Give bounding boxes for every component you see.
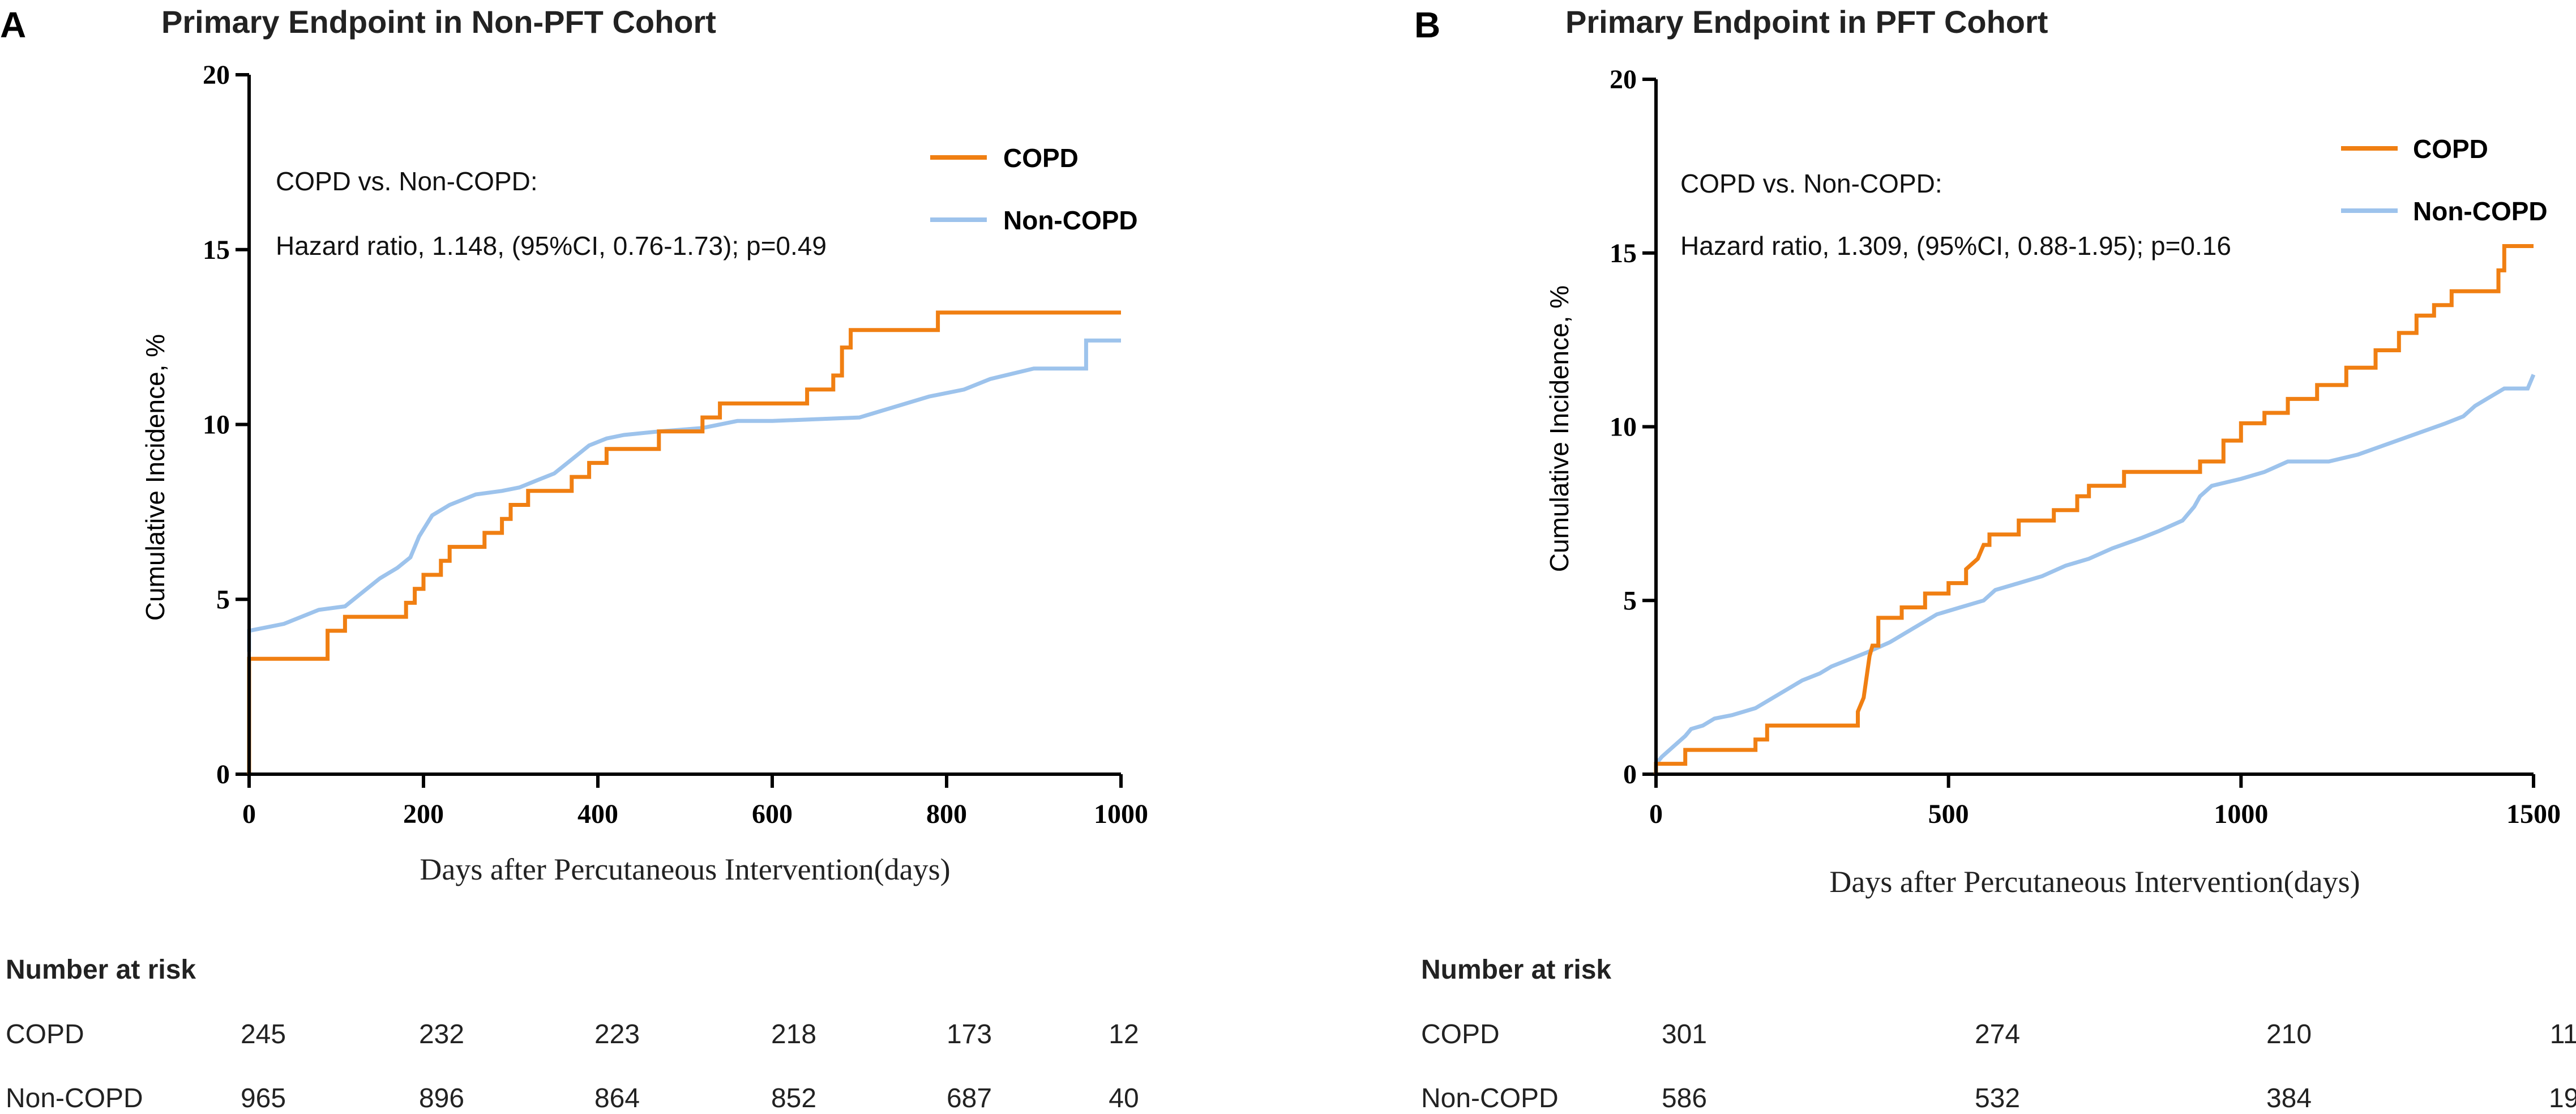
y-tick-label: 0 (216, 759, 230, 789)
panel-b-x-ticks: 0 500 1000 1500 (1649, 774, 2561, 829)
risk-value: 687 (947, 1083, 992, 1113)
risk-value: 586 (1662, 1083, 1707, 1113)
panel-b-risk-values: 301 274 210 118 586 532 384 196 (1662, 1019, 2576, 1113)
risk-value: 864 (594, 1083, 640, 1113)
risk-value: 218 (771, 1019, 816, 1049)
y-tick-label: 5 (216, 584, 230, 614)
y-tick-label: 10 (1610, 412, 1637, 442)
risk-value: 12 (1109, 1019, 1139, 1049)
panel-a-y-axis-label: Cumulative Incidence, % (140, 334, 170, 621)
risk-value: 223 (594, 1019, 640, 1049)
panel-a-x-ticks: 0 200 400 600 800 1000 (242, 774, 1148, 829)
panel-a-risk-table: Number at risk COPD Non-COPD 245 232 223 21… (6, 955, 1139, 1113)
x-tick-label: 200 (403, 799, 444, 829)
risk-value: 274 (1975, 1019, 2020, 1049)
y-tick-label: 15 (1610, 238, 1637, 268)
panel-a-risk-row-label-non-copd: Non-COPD (6, 1083, 143, 1113)
x-tick-label: 0 (1649, 799, 1663, 829)
panel-b-annotation-line1: COPD vs. Non-COPD: (1680, 169, 1942, 198)
panel-a-risk-values: 245 232 223 218 173 12 965 896 864 852 687 40 (241, 1019, 1139, 1113)
panel-b-series (1654, 244, 2536, 774)
panel-a-annotation-line2: Hazard ratio, 1.148, (95%CI, 0.76-1.73);… (276, 231, 827, 261)
panel-b-legend-label-copd: COPD (2413, 134, 2488, 164)
panel-b-title: Primary Endpoint in PFT Cohort (1565, 4, 2048, 40)
risk-value: 301 (1662, 1019, 1707, 1049)
panel-a-legend-label-non-copd: Non-COPD (1003, 206, 1138, 235)
x-tick-label: 1000 (1094, 799, 1148, 829)
panel-a-letter: A (0, 5, 26, 45)
x-tick-label: 800 (926, 799, 967, 829)
risk-value: 196 (2549, 1083, 2576, 1113)
risk-value: 852 (771, 1083, 816, 1113)
series-line-non-copd (1654, 374, 2536, 765)
series-line-copd (1654, 244, 2534, 774)
risk-value: 173 (947, 1019, 992, 1049)
panel-a-annotation-line1: COPD vs. Non-COPD: (276, 167, 538, 196)
panel-a-y-ticks: 0 5 10 15 20 (203, 60, 249, 789)
panel-a-x-axis-label: Days after Percutaneous Intervention(day… (420, 852, 950, 886)
x-tick-label: 1000 (2214, 799, 2268, 829)
risk-value: 210 (2266, 1019, 2312, 1049)
y-tick-label: 5 (1623, 586, 1637, 616)
risk-value: 118 (2550, 1019, 2576, 1049)
panel-b: B Primary Endpoint in PFT Cohort 0 5 10 15 2… (1414, 4, 2576, 1113)
panel-b-letter: B (1414, 5, 1440, 45)
risk-value: 896 (419, 1083, 464, 1113)
panel-b-y-ticks: 0 5 10 15 20 (1610, 65, 1656, 789)
panel-b-risk-row-label-copd: COPD (1421, 1019, 1500, 1049)
panel-b-risk-table: Number at risk COPD Non-COPD 301 274 210 11… (1421, 955, 2576, 1113)
y-tick-label: 20 (203, 60, 230, 90)
panel-b-legend-label-non-copd: Non-COPD (2413, 197, 2548, 226)
panel-a-risk-row-label-copd: COPD (6, 1019, 84, 1049)
panel-a-risk-heading: Number at risk (6, 955, 196, 985)
risk-value: 40 (1109, 1083, 1139, 1113)
x-tick-label: 400 (577, 799, 618, 829)
y-tick-label: 15 (203, 235, 230, 265)
panel-a-series (247, 310, 1121, 774)
series-line-non-copd (247, 338, 1121, 652)
panel-b-x-axis-label: Days after Percutaneous Intervention(day… (1829, 865, 2360, 899)
x-tick-label: 600 (752, 799, 793, 829)
panel-a-title: Primary Endpoint in Non-PFT Cohort (161, 4, 716, 40)
y-tick-label: 10 (203, 410, 230, 440)
y-tick-label: 0 (1623, 759, 1637, 789)
x-tick-label: 1500 (2506, 799, 2561, 829)
panel-b-legend: COPD Non-COPD (2341, 134, 2548, 226)
x-tick-label: 0 (242, 799, 256, 829)
y-tick-label: 20 (1610, 65, 1637, 95)
panel-a: A Primary Endpoint in Non-PFT Cohort 0 5 1… (0, 4, 1148, 1113)
x-tick-label: 500 (1928, 799, 1969, 829)
series-line-copd (247, 310, 1121, 774)
panel-b-annotation-line2: Hazard ratio, 1.309, (95%CI, 0.88-1.95);… (1680, 231, 2231, 261)
risk-value: 965 (241, 1083, 286, 1113)
risk-value: 245 (241, 1019, 286, 1049)
risk-value: 384 (2266, 1083, 2312, 1113)
panel-b-risk-row-label-non-copd: Non-COPD (1421, 1083, 1559, 1113)
risk-value: 532 (1975, 1083, 2020, 1113)
panel-a-legend: COPD Non-COPD (930, 143, 1138, 235)
panel-b-y-axis-label: Cumulative Incidence, % (1544, 285, 1574, 572)
panel-a-legend-label-copd: COPD (1003, 143, 1079, 173)
risk-value: 232 (419, 1019, 464, 1049)
panel-b-risk-heading: Number at risk (1421, 955, 1611, 985)
